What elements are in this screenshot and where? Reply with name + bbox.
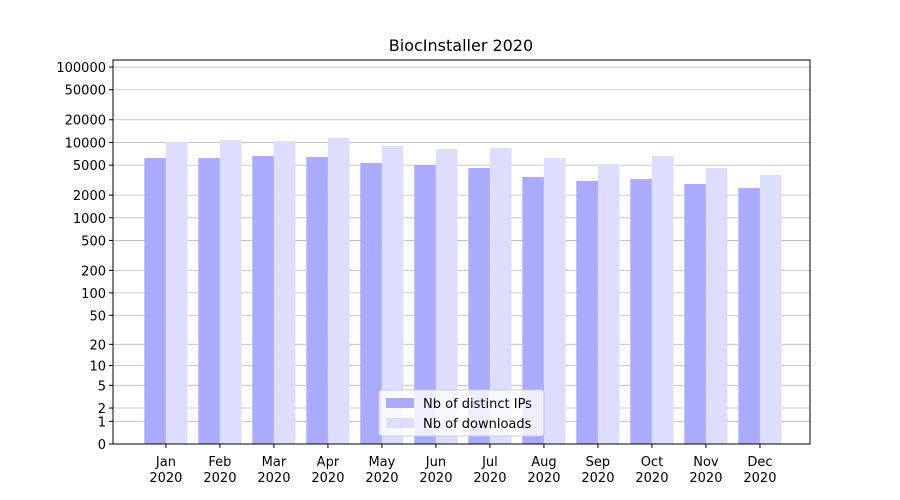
bar xyxy=(165,142,188,444)
y-tick-label: 20 xyxy=(89,338,106,353)
bar xyxy=(489,148,512,445)
bar xyxy=(327,138,350,444)
bar xyxy=(252,156,274,445)
y-tick-label: 50 xyxy=(89,309,106,324)
x-tick-label: Aug 2020 xyxy=(527,455,560,486)
x-tick-label: Nov 2020 xyxy=(689,455,722,486)
bar xyxy=(360,163,382,444)
y-tick-label: 50000 xyxy=(65,84,106,99)
bar xyxy=(597,164,620,444)
bar xyxy=(306,157,328,444)
y-tick-label: 200 xyxy=(81,264,106,279)
x-tick-label: Jan 2020 xyxy=(149,455,182,486)
y-tick-label: 20000 xyxy=(65,114,106,129)
x-tick-label: Mar 2020 xyxy=(257,455,290,486)
y-tick-label: 10 xyxy=(89,359,106,374)
bar xyxy=(738,188,760,444)
y-tick-label: 2 xyxy=(98,402,106,417)
bar xyxy=(435,149,458,444)
bar xyxy=(522,176,544,444)
x-tick-label: Oct 2020 xyxy=(635,455,668,486)
bar xyxy=(144,158,166,445)
bar xyxy=(684,183,706,445)
bar xyxy=(630,179,652,444)
x-tick-label: Sep 2020 xyxy=(581,455,614,486)
legend-label: Nb of distinct IPs xyxy=(423,397,532,412)
x-tick-label: Apr 2020 xyxy=(311,455,344,486)
y-tick-label: 100000 xyxy=(56,61,106,76)
plot-frame xyxy=(112,59,811,445)
y-tick-label: 2000 xyxy=(73,189,106,204)
legend-swatch xyxy=(386,398,414,408)
bar xyxy=(381,146,404,444)
legend-box xyxy=(378,389,545,437)
y-tick-label: 5000 xyxy=(73,159,106,174)
y-tick-label: 0 xyxy=(98,438,106,453)
x-tick-label: May 2020 xyxy=(365,455,398,486)
bar xyxy=(651,156,674,445)
bar xyxy=(468,167,490,444)
bar xyxy=(759,174,782,445)
x-tick-label: Feb 2020 xyxy=(203,455,236,486)
bar xyxy=(198,158,220,444)
bar xyxy=(414,165,436,444)
legend-swatch xyxy=(386,418,414,428)
bar xyxy=(543,158,566,444)
bar xyxy=(576,180,598,444)
x-tick-label: Jun 2020 xyxy=(419,455,452,486)
bar xyxy=(705,167,728,444)
chart-title: BiocInstaller 2020 xyxy=(389,36,533,55)
y-tick-label: 500 xyxy=(81,234,106,249)
y-tick-label: 1000 xyxy=(73,212,106,227)
x-tick-label: Jul 2020 xyxy=(473,455,506,486)
bar xyxy=(219,140,242,445)
y-tick-label: 1 xyxy=(98,415,106,430)
y-tick-label: 10000 xyxy=(65,136,106,151)
x-tick-label: Dec 2020 xyxy=(743,455,776,486)
legend-label: Nb of downloads xyxy=(423,417,532,432)
y-tick-label: 5 xyxy=(98,379,106,394)
bar xyxy=(273,141,296,444)
y-tick-label: 100 xyxy=(81,287,106,302)
